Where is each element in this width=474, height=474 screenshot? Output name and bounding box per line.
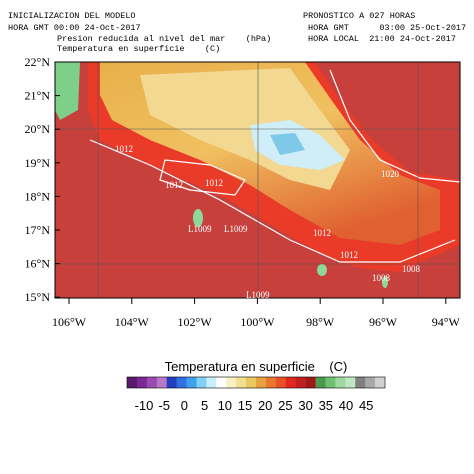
lon-label: 100°W xyxy=(240,315,275,329)
colorbar-label: 45 xyxy=(359,398,373,413)
colorbar-label: 25 xyxy=(278,398,292,413)
colorbar-swatch xyxy=(176,377,187,388)
isobar-label: 1008 xyxy=(372,273,391,283)
colorbar-label: 0 xyxy=(181,398,188,413)
colorbar-swatch xyxy=(236,377,247,388)
header-left: HORA GMT 00:00 24-Oct-2017 xyxy=(8,23,141,33)
colorbar-label: 5 xyxy=(201,398,208,413)
colorbar-frame xyxy=(126,376,386,389)
colorbar-label: 20 xyxy=(258,398,272,413)
lat-label: 17°N xyxy=(25,223,51,237)
cold-core xyxy=(270,133,305,155)
colorbar-swatch xyxy=(375,377,386,388)
colorbar-swatch xyxy=(216,377,227,388)
graticule xyxy=(55,62,460,298)
colorbar-swatch xyxy=(275,377,287,388)
isobar-label: 1008 xyxy=(402,264,421,274)
island xyxy=(317,264,327,276)
labels: INICIALIZACION DEL MODELO HORA GMT 00:00 … xyxy=(8,11,466,329)
lat-label: 22°N xyxy=(25,55,51,69)
colorbar-swatch xyxy=(355,377,366,388)
colorbar-label: 15 xyxy=(238,398,252,413)
isobar-label: L1009 xyxy=(246,290,270,300)
isobar-label: 1012 xyxy=(115,144,133,154)
colorbar-label: 35 xyxy=(319,398,333,413)
colorbar-swatch xyxy=(206,377,217,388)
lon-label: 106°W xyxy=(52,315,87,329)
isobar xyxy=(89,139,456,263)
lon-label: 104°W xyxy=(115,315,150,329)
colorbar-label: 10 xyxy=(218,398,232,413)
colorbar-title: Temperatura en superficie (C) xyxy=(165,359,348,374)
header-right: HORA LOCAL 21:00 24-Oct-2017 xyxy=(308,34,456,44)
colorbar-swatch xyxy=(256,377,267,388)
colorbar-label: 30 xyxy=(298,398,312,413)
header-left: Presion reducida al nivel del mar (hPa) xyxy=(57,34,271,44)
lat-label: 21°N xyxy=(25,89,51,103)
gulf-california xyxy=(55,62,80,120)
colorbar-swatch xyxy=(305,377,316,388)
colorbar-swatch xyxy=(365,377,376,388)
colorbar-label: -5 xyxy=(158,398,170,413)
colorbar: Temperatura en superficie (C) -10 -5 0 5 10 15… xyxy=(126,359,386,413)
colorbar-swatch xyxy=(156,377,167,388)
lat-label: 15°N xyxy=(25,290,51,304)
lon-label: 94°W xyxy=(432,315,461,329)
colorbar-swatch xyxy=(285,377,296,388)
isobar-label: L1009 xyxy=(224,224,248,234)
map-field xyxy=(55,62,460,298)
lon-label: 96°W xyxy=(369,315,398,329)
lon-label: 98°W xyxy=(306,315,335,329)
isobar-label: L1009 xyxy=(188,224,212,234)
colorbar-label: 40 xyxy=(339,398,353,413)
lon-label: 102°W xyxy=(178,315,213,329)
colorbar-swatch xyxy=(186,377,197,388)
colorbar-label: -10 xyxy=(135,398,154,413)
lat-label: 16°N xyxy=(25,257,51,271)
isobar-label: 1012 xyxy=(205,178,223,188)
colorbar-swatch xyxy=(315,377,326,388)
colorbar-swatch xyxy=(146,377,158,388)
colorbar-swatch xyxy=(325,377,336,388)
lat-label: 19°N xyxy=(25,156,51,170)
header-right: PRONOSTICO A 027 HORAS xyxy=(303,11,415,21)
colorbar-swatch xyxy=(127,377,138,388)
isobar xyxy=(329,69,460,183)
lat-label: 20°N xyxy=(25,122,51,136)
colorbar-swatch xyxy=(246,377,257,388)
colorbar-swatch xyxy=(196,377,207,388)
island xyxy=(382,276,388,288)
header-left: Temperatura en superficie (C) xyxy=(57,44,220,54)
isobar-label: 1012 xyxy=(165,180,183,190)
isobar xyxy=(159,159,246,196)
colorbar-swatch xyxy=(335,377,346,388)
colorbar-swatch xyxy=(226,377,237,388)
colorbar-swatch xyxy=(345,377,356,388)
colorbar-swatch xyxy=(265,377,277,388)
isobar-label: 1020 xyxy=(381,169,400,179)
isobar-label: 1012 xyxy=(340,250,358,260)
lat-label: 18°N xyxy=(25,189,51,203)
isobar-label: 1012 xyxy=(313,228,331,238)
header-left: INICIALIZACION DEL MODELO xyxy=(8,11,136,21)
colorbar-swatch xyxy=(295,377,306,388)
header-right: HORA GMT 03:00 25-Oct-2017 xyxy=(308,23,466,33)
colorbar-swatch xyxy=(166,377,177,388)
colorbar-swatch xyxy=(136,377,148,388)
island xyxy=(193,209,203,227)
